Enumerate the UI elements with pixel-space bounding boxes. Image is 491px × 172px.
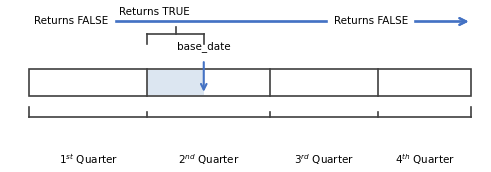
Text: 3$^{rd}$ Quarter: 3$^{rd}$ Quarter (294, 152, 354, 167)
Text: Returns TRUE: Returns TRUE (119, 7, 190, 17)
Text: 1$^{st}$ Quarter: 1$^{st}$ Quarter (59, 152, 118, 167)
Text: Returns FALSE: Returns FALSE (34, 17, 109, 26)
Bar (147, 70, 204, 95)
Text: base_date: base_date (177, 41, 231, 52)
Text: 4$^{th}$ Quarter: 4$^{th}$ Quarter (395, 152, 455, 167)
Text: 2$^{nd}$ Quarter: 2$^{nd}$ Quarter (178, 152, 240, 167)
Bar (29, 69, 471, 96)
Text: Returns FALSE: Returns FALSE (333, 17, 408, 26)
